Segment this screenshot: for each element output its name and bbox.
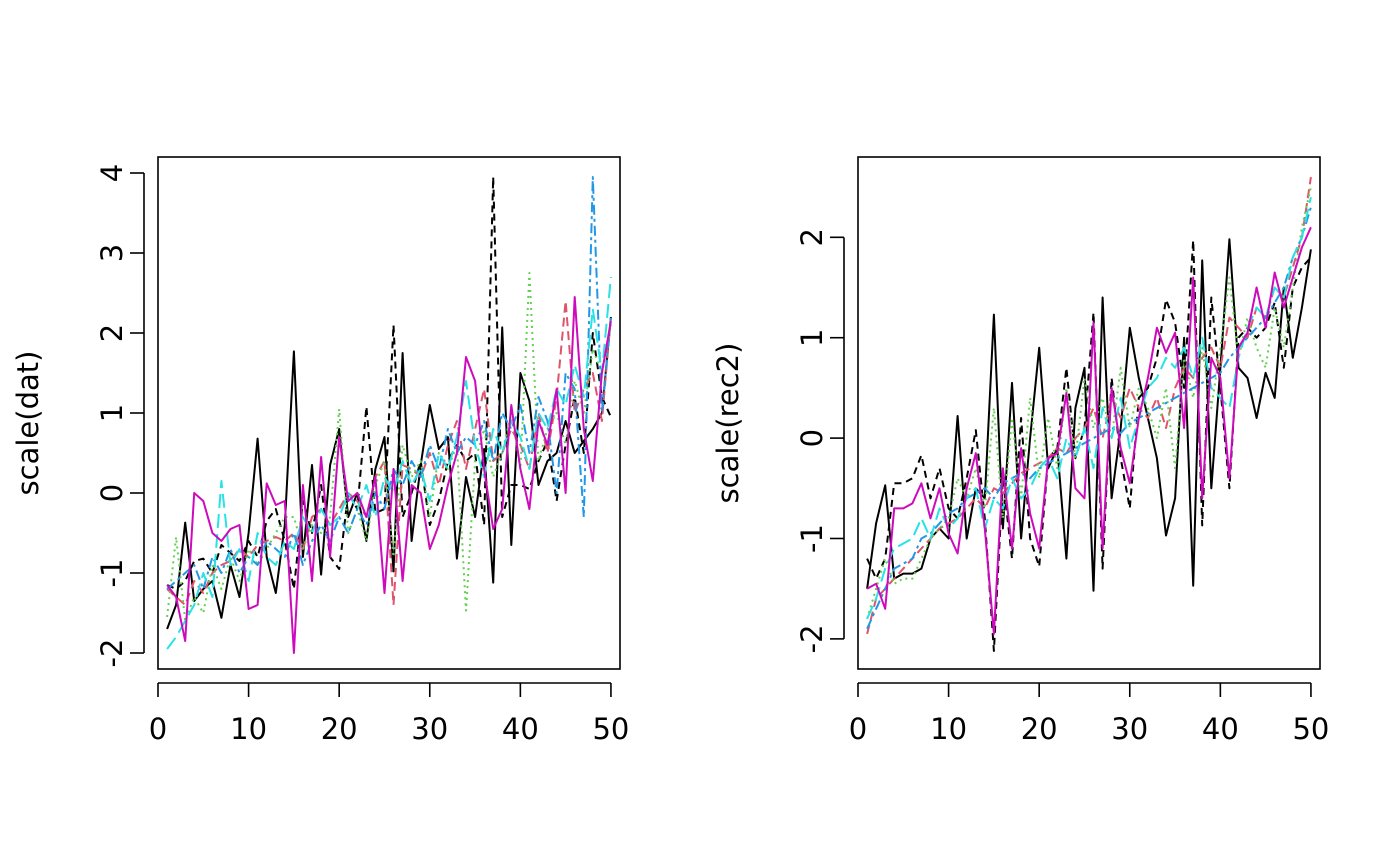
right-chart-panel: 0 10 20 30 40 50 -2 -1 0 1 2 scale(rec2) (711, 156, 1329, 746)
series-line-2 (166, 176, 612, 590)
x-tick-label: 40 (502, 712, 539, 746)
series-line-2 (866, 239, 1312, 652)
x-tick-label: 20 (321, 712, 358, 746)
y-tick-label: 1 (95, 404, 129, 422)
x-tick-label: 50 (1292, 712, 1329, 746)
x-tick-label: 40 (1202, 712, 1239, 746)
x-tick-label: 20 (1021, 712, 1058, 746)
series-line-1 (166, 316, 612, 630)
y-tick-label: -1 (795, 524, 829, 553)
series-line-5 (166, 176, 612, 590)
y-tick-label: -2 (95, 639, 129, 668)
y-axis-title: scale(dat) (11, 351, 45, 496)
y-axis-title: scale(rec2) (711, 343, 745, 504)
y-tick-label: -1 (95, 559, 129, 588)
series-line-6 (166, 276, 612, 650)
y-tick-label: 0 (95, 484, 129, 502)
y-tick-label: 4 (95, 164, 129, 182)
x-tick-label: 10 (230, 712, 267, 746)
y-tick-label: 3 (95, 244, 129, 262)
plot-frame (857, 156, 1321, 670)
y-tick-label: 0 (795, 429, 829, 447)
x-tick-label: 50 (592, 712, 629, 746)
series-line-5 (866, 206, 1312, 630)
series-line-7 (166, 296, 612, 654)
x-tick-label: 30 (1111, 712, 1148, 746)
x-tick-label: 30 (411, 712, 448, 746)
y-tick-label: -2 (795, 624, 829, 653)
x-tick-label: 10 (930, 712, 967, 746)
x-tick-label: 0 (149, 712, 167, 746)
series-line-7 (866, 226, 1312, 635)
plot-frame (157, 156, 621, 670)
y-tick-label: 2 (795, 228, 829, 246)
x-tick-label: 0 (849, 712, 867, 746)
left-chart-panel: 0 10 20 30 40 50 -2 -1 0 1 2 3 4 scale(dat) (11, 156, 629, 746)
y-tick-label: 2 (95, 324, 129, 342)
y-tick-label: 1 (795, 328, 829, 346)
